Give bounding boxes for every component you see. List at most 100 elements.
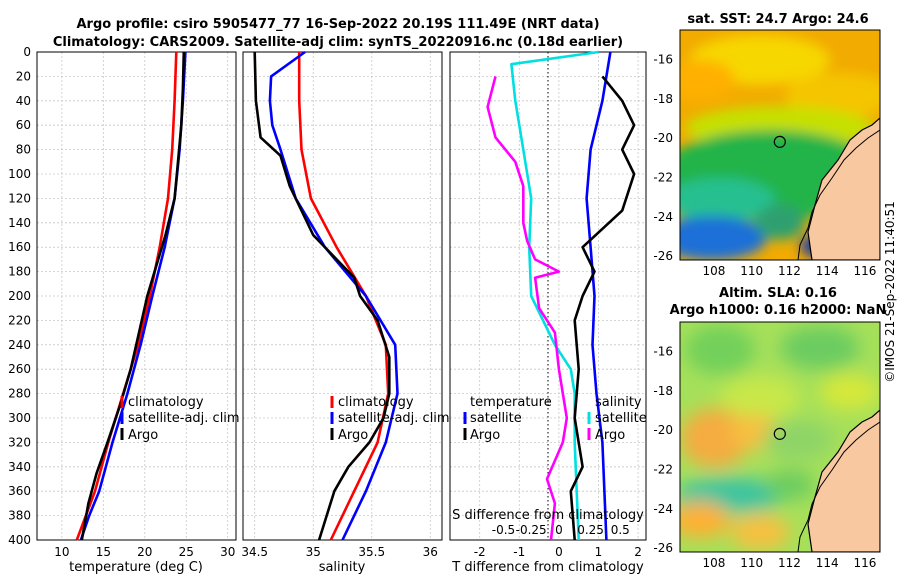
temperature-grid xyxy=(37,52,236,540)
salinity-lines xyxy=(253,50,399,541)
legend-label-temperature: temperature xyxy=(470,395,552,410)
difference-lines xyxy=(486,50,636,541)
sst-map-panel: sat. SST: 24.7 Argo: 24.6 -16 -18 -20 -22 -2… xyxy=(653,12,881,278)
difference-panel: -2 -1 0 1 2 S difference from climatology -0… xyxy=(449,50,647,575)
lat-tick-label: -24 xyxy=(653,502,673,516)
temperature-tick-labels: 10 15 20 25 30 xyxy=(54,545,235,559)
lon-tick-label: 108 xyxy=(703,264,726,278)
temperature-legend: climatology satellite-adj. clim Argo xyxy=(120,395,240,443)
lat-tick-label: -20 xyxy=(653,131,673,145)
s-diff-tick-label: 0 xyxy=(555,523,563,537)
sla-map-title-1: Altim. SLA: 0.16 xyxy=(719,286,837,301)
lat-tick-label: -18 xyxy=(653,92,673,106)
x-tick-label: 30 xyxy=(220,545,235,559)
salinity-legend: climatology satellite-adj. clim Argo xyxy=(330,395,450,443)
y-tick-label: 200 xyxy=(8,289,31,303)
difference-tick-labels: -2 -1 0 1 2 xyxy=(474,545,642,559)
y-tick-label: 100 xyxy=(8,167,31,181)
lon-tick-label: 116 xyxy=(853,556,876,570)
y-tick-label: 380 xyxy=(8,509,31,523)
x-tick-label: 35 xyxy=(306,545,321,559)
x-tick-label: 2 xyxy=(634,545,642,559)
x-tick-label: 35.5 xyxy=(358,545,385,559)
temperature-x-label: temperature (deg C) xyxy=(69,560,203,575)
legend-label-s-argo: Argo xyxy=(595,428,625,443)
lon-tick-label: 114 xyxy=(816,556,839,570)
lat-tick-label: -16 xyxy=(653,344,673,358)
x-tick-label: 36 xyxy=(423,545,438,559)
title-line-1: Argo profile: csiro 5905477_77 16-Sep-20… xyxy=(76,17,599,32)
salinity-grid xyxy=(243,52,442,540)
sla-lon-tick-labels: 108 110 112 114 116 xyxy=(703,556,877,570)
salinity-tick-labels: 34.5 35 35.5 36 xyxy=(241,545,438,559)
series-line-argo xyxy=(253,51,391,541)
series-line-temperature-satellite xyxy=(510,50,599,541)
s-diff-tick-label: -0.5 xyxy=(492,523,515,537)
t-difference-x-label: T difference from climatology xyxy=(451,560,644,575)
legend-label-argo: Argo xyxy=(338,428,368,443)
sst-lat-tick-labels: -16 -18 -20 -22 -24 -26 xyxy=(653,52,673,263)
y-tick-label: 80 xyxy=(16,143,31,157)
legend-label-climatology: climatology xyxy=(128,395,204,410)
y-tick-label: 0 xyxy=(23,45,31,59)
x-tick-label: -2 xyxy=(474,545,486,559)
y-tick-label: 280 xyxy=(8,387,31,401)
lat-tick-label: -18 xyxy=(653,384,673,398)
legend-label-argo: Argo xyxy=(128,428,158,443)
y-tick-label: 140 xyxy=(8,216,31,230)
lat-tick-label: -16 xyxy=(653,52,673,66)
s-diff-tick-label: 0.5 xyxy=(611,523,630,537)
legend-label-satellite: satellite-adj. clim xyxy=(128,411,240,426)
lat-tick-label: -26 xyxy=(653,249,673,263)
x-tick-label: 1 xyxy=(595,545,603,559)
series-line-salinity-satellite xyxy=(585,51,612,541)
sla-map-panel: Altim. SLA: 0.16 Argo h1000: 0.16 h2000:… xyxy=(653,286,886,570)
depth-tick-labels: 0 20 40 60 80 100 120 140 160 180 200 220 240 260 280 3… xyxy=(8,45,31,547)
lat-tick-label: -22 xyxy=(653,170,673,184)
credit-timestamp: ©IMOS 21-Sep-2022 11:40:51 xyxy=(883,201,897,383)
y-tick-label: 120 xyxy=(8,191,31,205)
temperature-axes-box xyxy=(36,51,237,541)
salinity-x-label: salinity xyxy=(319,560,366,575)
y-tick-label: 20 xyxy=(16,69,31,83)
legend-label-s-satellite: satellite xyxy=(595,411,647,426)
legend-label-salinity: salinity xyxy=(595,395,642,410)
lon-tick-label: 112 xyxy=(778,264,801,278)
lon-tick-label: 108 xyxy=(703,556,726,570)
argo-location-marker xyxy=(773,427,786,440)
series-line-temperature-argo xyxy=(486,76,569,541)
lon-tick-label: 116 xyxy=(853,264,876,278)
temperature-panel: 0 20 40 60 80 100 120 140 160 180 200 220 240 260 280 3… xyxy=(8,45,240,575)
legend-label-climatology: climatology xyxy=(338,395,414,410)
series-line-climatology xyxy=(75,51,178,541)
lat-tick-label: -24 xyxy=(653,210,673,224)
x-tick-label: 0 xyxy=(555,545,563,559)
y-tick-label: 360 xyxy=(8,484,31,498)
lat-tick-label: -22 xyxy=(653,462,673,476)
x-tick-label: 20 xyxy=(137,545,152,559)
y-tick-label: 260 xyxy=(8,362,31,376)
sst-lon-tick-labels: 108 110 112 114 116 xyxy=(703,264,877,278)
y-tick-label: 160 xyxy=(8,240,31,254)
lon-tick-label: 110 xyxy=(740,556,763,570)
y-tick-label: 340 xyxy=(8,460,31,474)
temperature-lines xyxy=(75,51,187,541)
sst-map-title: sat. SST: 24.7 Argo: 24.6 xyxy=(687,12,868,27)
legend-label-t-argo: Argo xyxy=(470,428,500,443)
series-line-satellite-adj-clim xyxy=(268,50,399,541)
legend-label-satellite: satellite-adj. clim xyxy=(338,411,450,426)
y-tick-label: 240 xyxy=(8,338,31,352)
difference-legend: temperature satellite Argo salinity sate… xyxy=(463,395,647,443)
x-tick-label: 34.5 xyxy=(241,545,268,559)
x-tick-label: 25 xyxy=(179,545,194,559)
legend-label-t-satellite: satellite xyxy=(470,411,522,426)
difference-grid xyxy=(450,52,646,540)
y-tick-label: 220 xyxy=(8,313,31,327)
sla-lat-tick-labels: -16 -18 -20 -22 -24 -26 xyxy=(653,344,673,555)
y-tick-label: 400 xyxy=(8,533,31,547)
s-diff-tick-label: -0.25 xyxy=(516,523,547,537)
sst-field xyxy=(680,30,880,260)
lat-tick-label: -26 xyxy=(653,541,673,555)
argo-location-marker xyxy=(773,135,786,148)
